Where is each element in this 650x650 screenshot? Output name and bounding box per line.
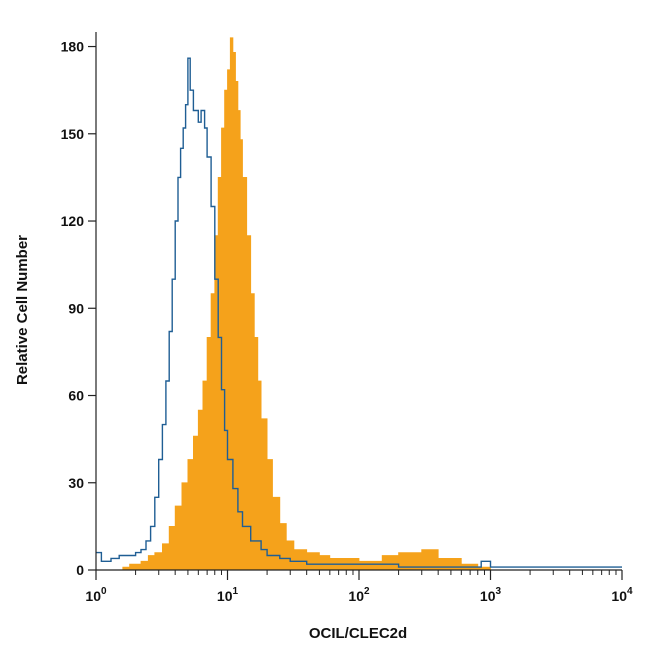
y-tick-label: 150 [61, 126, 85, 142]
y-tick-label: 90 [68, 300, 84, 316]
x-tick-label: 102 [348, 586, 370, 604]
y-tick-label: 180 [61, 39, 85, 55]
y-tick-label: 60 [68, 388, 84, 404]
axes: 0 30 60 90 120 150 180 100 101 102 103 104 [61, 32, 633, 604]
y-axis-title: Relative Cell Number [14, 235, 31, 385]
x-tick-label: 104 [611, 586, 633, 604]
outline-histogram-series [96, 57, 622, 568]
x-axis-title: OCIL/CLEC2d [309, 625, 407, 642]
x-tick-label: 103 [480, 586, 502, 604]
y-tick-label: 120 [61, 213, 85, 229]
y-tick-label: 0 [76, 562, 84, 578]
x-tick-label: 100 [85, 586, 107, 604]
filled-histogram-series [115, 37, 491, 571]
y-tick-label: 30 [68, 475, 84, 491]
x-tick-label: 101 [217, 586, 239, 604]
plot-area [96, 37, 622, 571]
